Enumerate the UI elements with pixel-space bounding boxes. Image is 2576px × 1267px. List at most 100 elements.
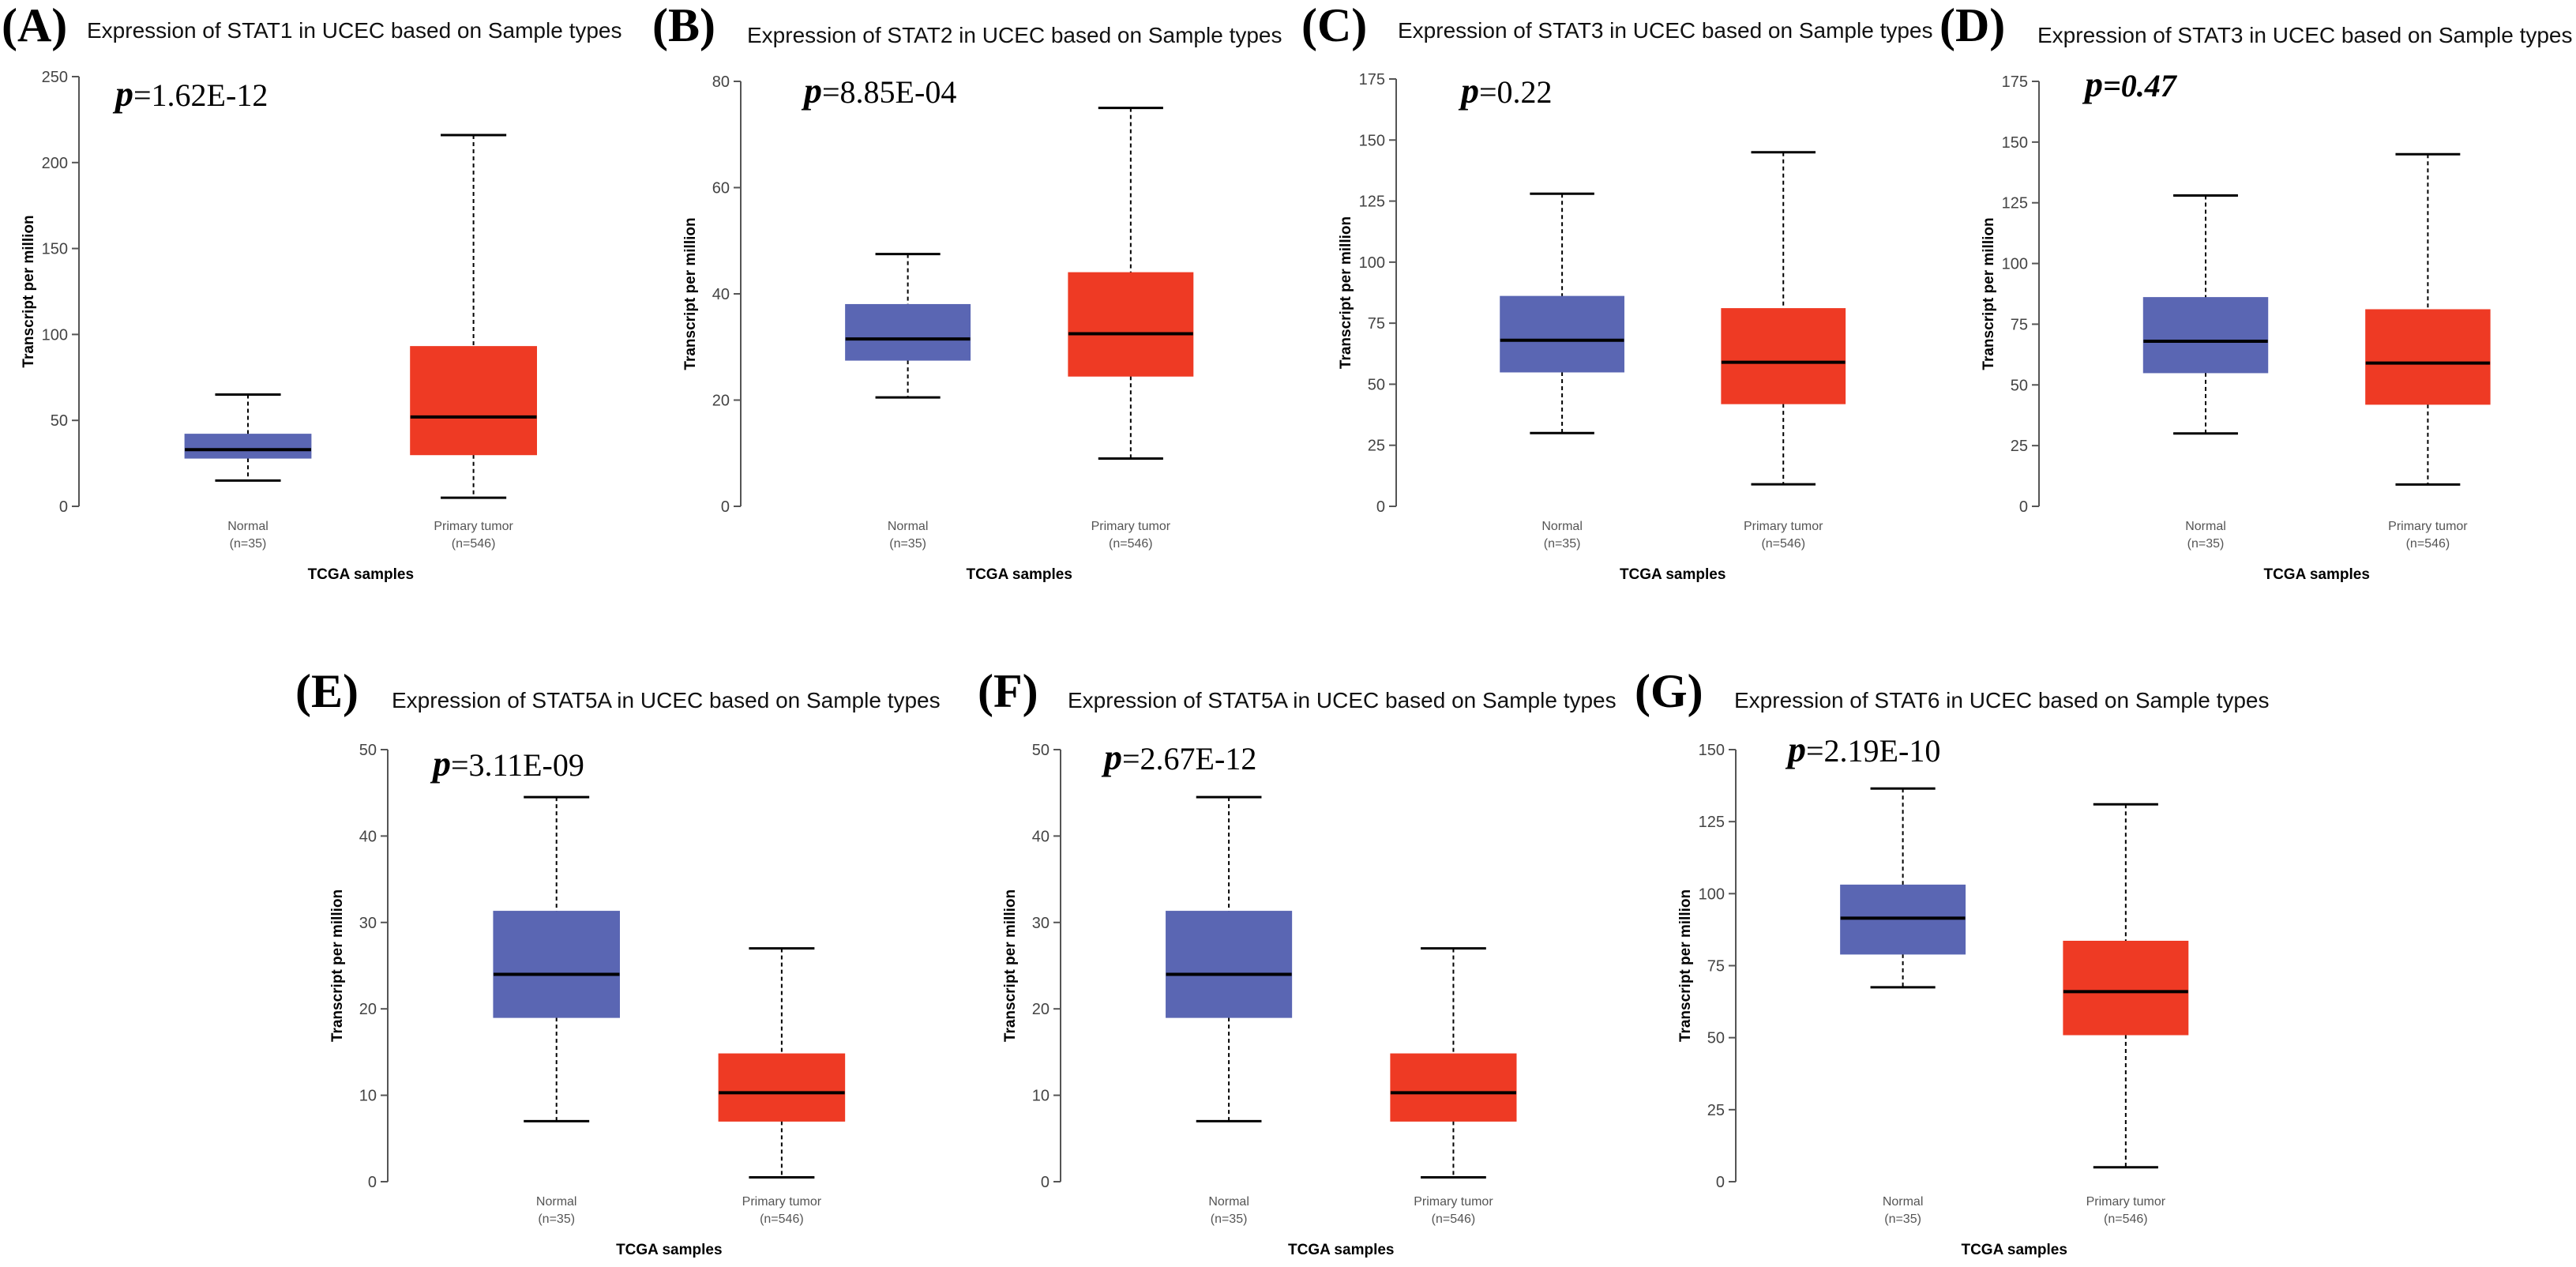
x-axis-label: TCGA samples — [1620, 566, 1725, 583]
chart-title: Expression of STAT1 in UCEC based on Sam… — [87, 18, 622, 43]
panel-5: (E) Expression of STAT5A in UCEC based on… — [295, 665, 941, 1258]
y-axis-label: Transcript per million — [329, 889, 346, 1042]
y-tick-label: 25 — [2011, 438, 2028, 455]
panel-letter: (F) — [978, 665, 1038, 717]
box-primary-tumor — [1390, 947, 1517, 1179]
box-normal — [1500, 192, 1624, 434]
panel-1: (A) Expression of STAT1 in UCEC based on … — [2, 0, 622, 583]
p-symbol: p — [430, 743, 451, 784]
y-tick-label: 100 — [1699, 885, 1725, 903]
panel-letter: (E) — [295, 665, 359, 717]
y-tick-label: 20 — [359, 1001, 377, 1018]
category-n-label: (n=546) — [1109, 537, 1153, 551]
panel-6: (F) Expression of STAT5A in UCEC based on… — [978, 665, 1617, 1258]
box-primary-tumor — [2063, 803, 2189, 1169]
category-n-label: (n=35) — [538, 1212, 575, 1226]
y-tick-label: 250 — [42, 69, 68, 86]
p-value-label: p=0.47 — [2082, 64, 2178, 104]
y-axis-label: Transcript per million — [21, 215, 37, 367]
category-n-label: (n=546) — [760, 1212, 804, 1226]
y-axis-label: Transcript per million — [1677, 889, 1694, 1042]
x-axis-label: TCGA samples — [1288, 1242, 1394, 1258]
y-tick-label: 40 — [712, 286, 730, 303]
y-tick-label: 0 — [2019, 498, 2028, 516]
y-tick-label: 150 — [1359, 132, 1385, 149]
panel-7: (G) Expression of STAT6 in UCEC based on … — [1635, 665, 2270, 1258]
panel-3: (C) Expression of STAT3 in UCEC based on … — [1301, 0, 1933, 583]
p-value-label: p=8.85E-04 — [801, 70, 956, 111]
panel-letter: (C) — [1301, 0, 1367, 51]
iqr-box — [718, 1053, 846, 1122]
p-symbol: p — [2082, 64, 2103, 104]
box-normal — [184, 393, 312, 482]
category-n-label: (n=35) — [1211, 1212, 1248, 1226]
category-n-label: (n=35) — [1544, 537, 1581, 551]
y-tick-label: 60 — [712, 180, 730, 197]
y-tick-label: 75 — [2011, 316, 2028, 333]
chart-title: Expression of STAT5A in UCEC based on Sa… — [392, 688, 941, 712]
category-label: Normal — [2185, 520, 2226, 533]
p-value-label: p=2.19E-10 — [1785, 729, 1940, 769]
category-n-label: (n=546) — [1761, 537, 1805, 551]
y-tick-label: 50 — [2011, 377, 2028, 394]
y-tick-label: 75 — [1368, 315, 1385, 333]
y-tick-label: 40 — [1032, 828, 1050, 845]
p-value: =0.22 — [1479, 74, 1553, 110]
iqr-box — [1390, 1053, 1517, 1122]
panel-letter: (A) — [2, 0, 67, 51]
panel-2: (B) Expression of STAT2 in UCEC based on … — [652, 0, 1282, 583]
box-primary-tumor — [1068, 107, 1194, 460]
x-axis-label: TCGA samples — [308, 566, 414, 583]
p-value-label: p=1.62E-12 — [112, 73, 268, 114]
y-axis-label: Transcript per million — [1002, 889, 1019, 1042]
y-tick-label: 0 — [1376, 498, 1385, 516]
category-label: Primary tumor — [2388, 520, 2468, 533]
y-tick-label: 175 — [2002, 73, 2028, 91]
category-label: Normal — [536, 1195, 577, 1209]
p-symbol: p — [1101, 737, 1122, 777]
p-symbol: p — [1458, 70, 1479, 111]
box-primary-tumor — [1721, 151, 1846, 486]
y-tick-label: 75 — [1707, 958, 1725, 976]
iqr-box — [1068, 272, 1194, 377]
iqr-box — [184, 434, 312, 459]
y-tick-label: 10 — [359, 1088, 377, 1105]
chart-title: Expression of STAT6 in UCEC based on Sam… — [1734, 688, 2270, 712]
y-tick-label: 30 — [1032, 915, 1050, 932]
p-value: =8.85E-04 — [822, 74, 956, 110]
y-tick-label: 100 — [42, 326, 68, 344]
y-tick-label: 0 — [721, 498, 730, 516]
box-primary-tumor — [2365, 152, 2491, 486]
y-axis-label: Transcript per million — [1981, 217, 1997, 370]
p-value: =1.62E-12 — [133, 77, 268, 113]
iqr-box — [845, 303, 971, 361]
category-label: Primary tumor — [1744, 520, 1823, 533]
y-tick-label: 25 — [1707, 1102, 1725, 1119]
y-axis-label: Transcript per million — [1338, 216, 1354, 369]
category-label: Primary tumor — [1414, 1195, 1493, 1209]
p-symbol: p — [112, 73, 133, 114]
box-normal — [1166, 795, 1293, 1122]
box-normal — [1840, 787, 1966, 989]
p-value: =2.19E-10 — [1806, 733, 1940, 769]
iqr-box — [410, 346, 538, 456]
category-n-label: (n=546) — [2406, 537, 2450, 551]
iqr-box — [1166, 911, 1293, 1018]
category-n-label: (n=35) — [230, 537, 267, 551]
y-tick-label: 125 — [2002, 195, 2028, 212]
y-tick-label: 150 — [42, 241, 68, 258]
y-axis-label: Transcript per million — [682, 217, 699, 370]
chart-title: Expression of STAT3 in UCEC based on Sam… — [1398, 18, 1933, 43]
x-axis-label: TCGA samples — [966, 566, 1072, 583]
category-label: Normal — [1883, 1195, 1924, 1209]
y-tick-label: 150 — [2002, 134, 2028, 152]
category-n-label: (n=546) — [2104, 1212, 2148, 1226]
panel-letter: (D) — [1940, 0, 2005, 51]
panel-letter: (B) — [652, 0, 715, 51]
x-axis-label: TCGA samples — [1961, 1242, 2067, 1258]
y-tick-label: 0 — [1041, 1174, 1050, 1191]
category-label: Primary tumor — [1091, 520, 1171, 533]
p-value: =3.11E-09 — [451, 747, 584, 783]
box-normal — [845, 253, 971, 399]
